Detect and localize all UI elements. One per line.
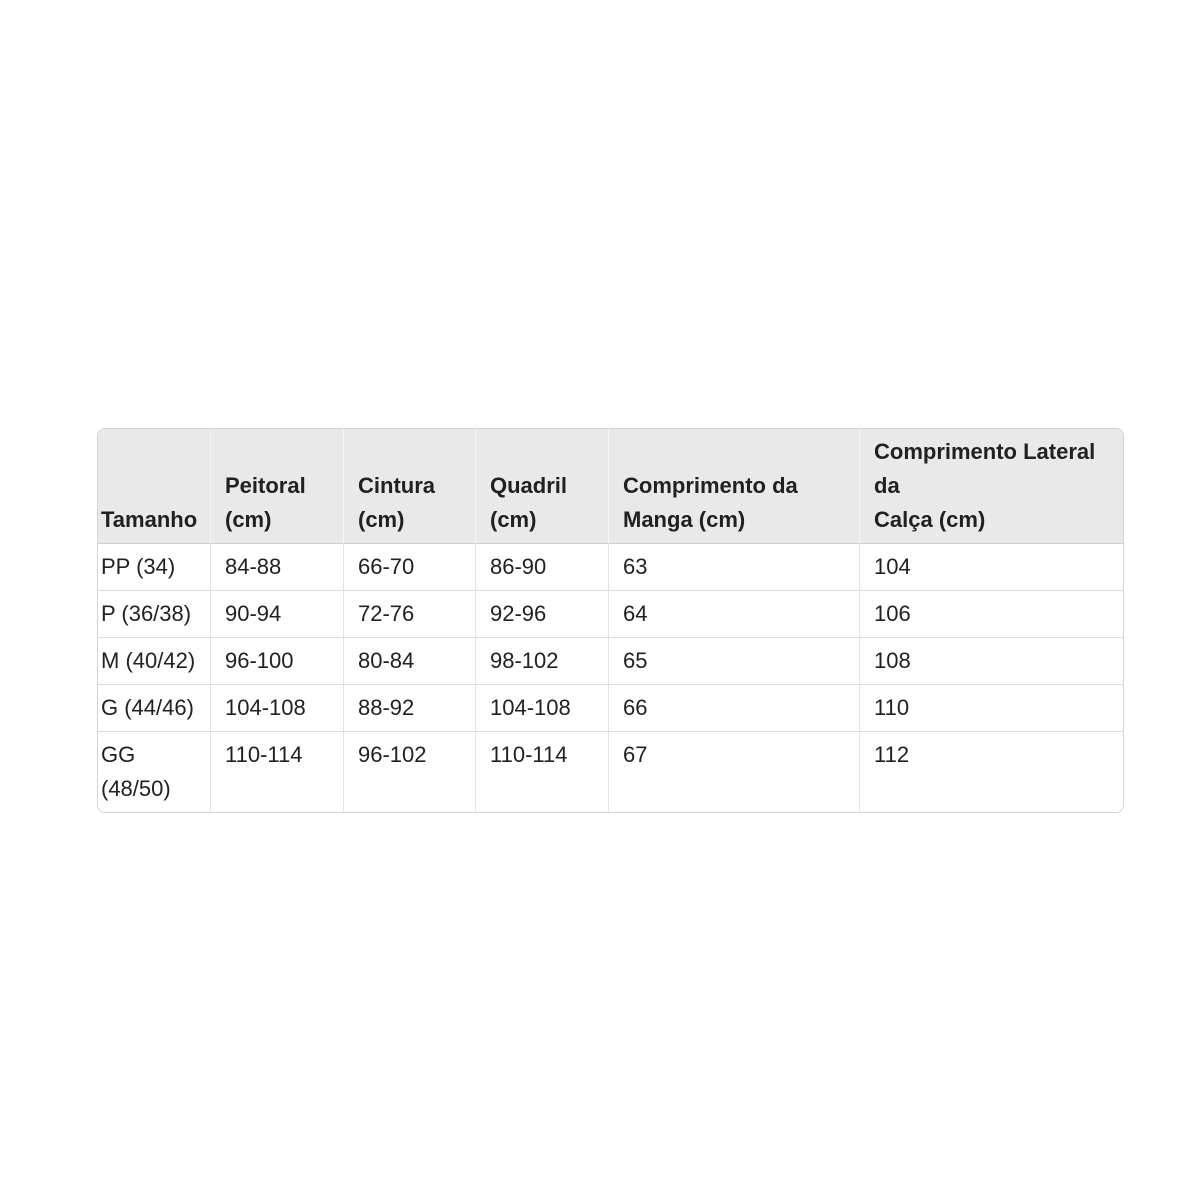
cell-quadril: 86-90: [475, 544, 608, 591]
cell-quadril: 104-108: [475, 685, 608, 732]
cell-quadril: 92-96: [475, 591, 608, 638]
cell-quadril: 98-102: [475, 638, 608, 685]
cell-peitoral: 110-114: [210, 732, 343, 812]
cell-lateral-calca: 104: [859, 544, 1123, 591]
cell-quadril: 110-114: [475, 732, 608, 812]
column-header-cintura: Cintura (cm): [343, 429, 475, 544]
cell-size: G (44/46): [98, 685, 210, 732]
cell-manga: 63: [608, 544, 859, 591]
cell-size: PP (34): [98, 544, 210, 591]
cell-size: P (36/38): [98, 591, 210, 638]
cell-cintura: 80-84: [343, 638, 475, 685]
cell-size: GG (48/50): [98, 732, 210, 812]
cell-peitoral: 84-88: [210, 544, 343, 591]
table-row-g: G (44/46) 104-108 88-92 104-108 66 110: [98, 685, 1123, 732]
column-header-tamanho: Tamanho: [98, 429, 210, 544]
cell-manga: 67: [608, 732, 859, 812]
table-row-pp: PP (34) 84-88 66-70 86-90 63 104: [98, 544, 1123, 591]
cell-lateral-calca: 110: [859, 685, 1123, 732]
table-row-gg: GG (48/50) 110-114 96-102 110-114 67 112: [98, 732, 1123, 812]
cell-peitoral: 104-108: [210, 685, 343, 732]
cell-lateral-calca: 112: [859, 732, 1123, 812]
table-body: PP (34) 84-88 66-70 86-90 63 104 P (36/3…: [98, 544, 1123, 812]
cell-cintura: 72-76: [343, 591, 475, 638]
cell-peitoral: 96-100: [210, 638, 343, 685]
cell-manga: 66: [608, 685, 859, 732]
cell-cintura: 66-70: [343, 544, 475, 591]
column-header-comprimento-lateral: Comprimento Lateral da Calça (cm): [859, 429, 1123, 544]
column-header-peitoral: Peitoral (cm): [210, 429, 343, 544]
header-row: Tamanho Peitoral (cm) Cintura (cm) Quadr…: [98, 429, 1123, 544]
cell-manga: 65: [608, 638, 859, 685]
column-header-quadril: Quadril (cm): [475, 429, 608, 544]
cell-peitoral: 90-94: [210, 591, 343, 638]
cell-lateral-calca: 106: [859, 591, 1123, 638]
cell-manga: 64: [608, 591, 859, 638]
cell-cintura: 88-92: [343, 685, 475, 732]
cell-cintura: 96-102: [343, 732, 475, 812]
size-chart-table: Tamanho Peitoral (cm) Cintura (cm) Quadr…: [97, 428, 1124, 813]
table-header: Tamanho Peitoral (cm) Cintura (cm) Quadr…: [98, 429, 1123, 544]
cell-size: M (40/42): [98, 638, 210, 685]
cell-lateral-calca: 108: [859, 638, 1123, 685]
table-row-p: P (36/38) 90-94 72-76 92-96 64 106: [98, 591, 1123, 638]
table-row-m: M (40/42) 96-100 80-84 98-102 65 108: [98, 638, 1123, 685]
column-header-comprimento-manga: Comprimento da Manga (cm): [608, 429, 859, 544]
